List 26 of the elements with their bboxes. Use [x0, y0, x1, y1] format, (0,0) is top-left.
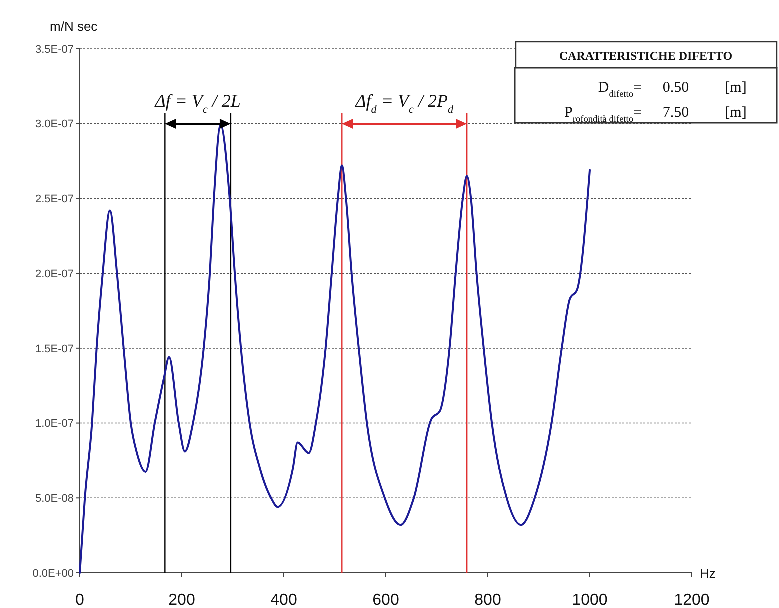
x-tick-label: 600: [372, 592, 400, 608]
x-tick-label: 200: [168, 592, 196, 608]
text: [m]: [725, 80, 747, 96]
x-tick-label: 1200: [674, 592, 710, 608]
x-tick-label: 400: [270, 592, 298, 608]
annotation: P$_{rofondità difetto}$=: [564, 105, 642, 125]
annotation: D$_{difetto}$=: [598, 80, 642, 100]
y-tick-label: 5.0E-08: [35, 492, 74, 505]
annotation: 0.50: [662, 80, 690, 96]
y-tick-label: 1.5E-07: [35, 343, 74, 356]
y-tick-label: 3.0E-07: [35, 118, 74, 131]
y-tick-label: 3.5E-07: [35, 44, 74, 56]
y-tick-label: 2.0E-07: [35, 268, 74, 280]
y-tick-label: 0.0E+00: [32, 568, 74, 580]
annotation: CARATTERISTICHE DIFETTO: [559, 49, 733, 63]
x-axis-title: Hz: [700, 566, 716, 581]
x-tick-label: 0: [76, 592, 85, 608]
y-axis-title: m/N sec: [50, 19, 98, 34]
x-tick-label: 800: [474, 592, 502, 608]
text: [m]: [725, 105, 747, 121]
annotation: Δf$_{d}$ = V$_{c}$ / 2P$_{d}$: [354, 91, 454, 116]
x-tick-label: 1000: [572, 592, 608, 608]
annotation: Δf = V$_{c}$ / 2L: [154, 91, 241, 116]
y-tick-label: 2.5E-07: [35, 194, 74, 206]
annotation: 7.50: [662, 105, 690, 121]
y-tick-label: 1.0E-07: [35, 418, 74, 430]
